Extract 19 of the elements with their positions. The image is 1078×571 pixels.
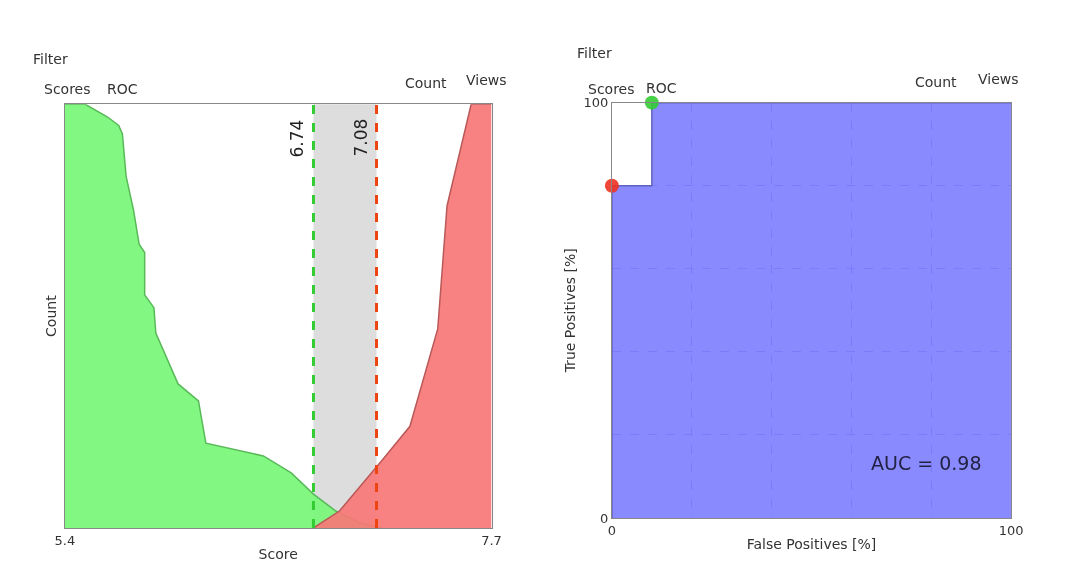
text: Views: [978, 71, 1019, 87]
x-tick-label: 7.7: [481, 532, 502, 548]
ref-line-label: 6.74: [287, 119, 308, 158]
text: Views: [466, 72, 507, 88]
text: Scores: [44, 81, 91, 97]
x-axis-title: False Positives [%]: [746, 535, 877, 552]
annotation: AUC = 0.98: [871, 452, 982, 474]
text: ROC: [646, 80, 677, 96]
text: Filter: [33, 51, 68, 67]
text: Count: [405, 75, 448, 91]
x-axis-title: Score: [258, 545, 298, 562]
text: Filter: [577, 45, 612, 61]
y-axis-title: Count: [42, 294, 59, 337]
text: Scores: [588, 81, 635, 97]
x-tick-label: 5.4: [54, 532, 76, 548]
text: Count: [915, 74, 958, 90]
ref-line-label: 7.08: [350, 118, 371, 157]
text: ROC: [107, 81, 138, 97]
y-axis-title: True Positives [%]: [562, 248, 579, 374]
